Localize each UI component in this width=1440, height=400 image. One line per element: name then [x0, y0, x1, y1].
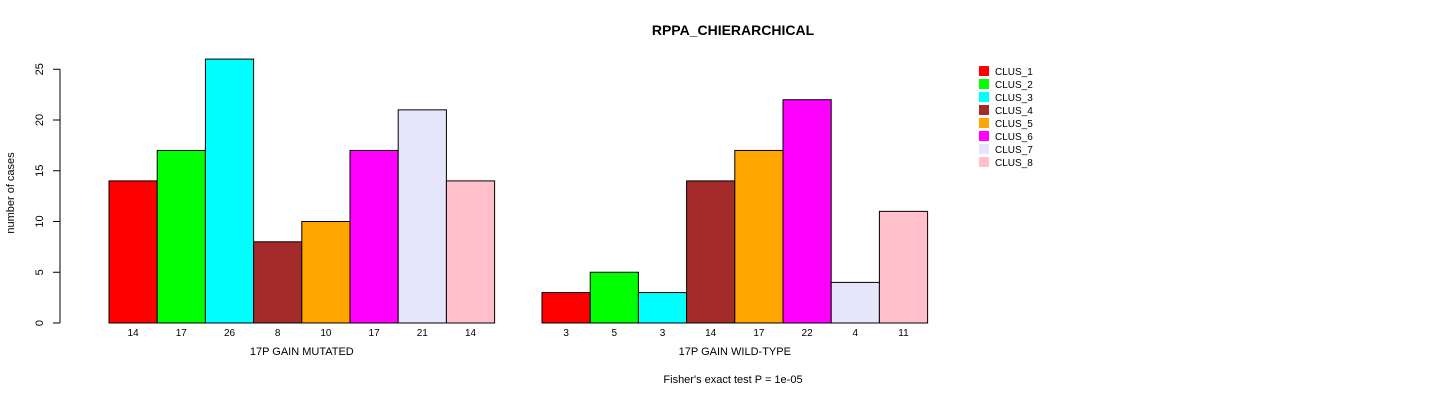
bar-value-label: 4: [853, 328, 859, 339]
legend-label: CLUS_3: [995, 93, 1033, 104]
legend: CLUS_1 CLUS_2 CLUS_3 CLUS_4 CLUS_5 CLUS_6 CLUS…: [979, 66, 1033, 169]
legend-label: CLUS_2: [995, 80, 1033, 91]
bar-value-label: 14: [705, 328, 717, 339]
fisher-footnote: Fisher's exact test P = 1e-05: [663, 374, 802, 386]
bar-clus-3: [637, 292, 688, 324]
y-axis-label: number of cases: [5, 152, 17, 234]
bar-clus-5: [734, 149, 784, 324]
legend-label: CLUS_5: [995, 119, 1033, 130]
bar-value-label: 5: [612, 328, 618, 339]
bar-value-label: 22: [802, 328, 814, 339]
bar-clus-5: [301, 221, 351, 324]
bar-clus-2: [156, 149, 206, 324]
chart-title: RPPA_CHIERARCHICAL: [652, 22, 815, 38]
group-label: 17P GAIN WILD-TYPE: [679, 346, 791, 358]
bar-value-label: 3: [660, 328, 666, 339]
bar-value-label: 3: [563, 328, 569, 339]
bar-clus-3: [204, 58, 255, 324]
bar-clus-1: [541, 292, 591, 324]
bar-value-label: 14: [465, 328, 477, 339]
legend-swatch: [979, 79, 989, 89]
bar-clus-1: [108, 180, 158, 324]
legend-swatch: [979, 118, 989, 128]
value-labels: 14 17 26 8 10 17 21 14 3 5 3 14 17 22 4 11: [128, 328, 910, 339]
y-tick-label: 5: [34, 269, 46, 275]
legend-swatch: [979, 66, 989, 76]
bar-clus-6: [349, 149, 399, 324]
bar-clus-4: [686, 180, 736, 324]
bar-clus-8: [878, 210, 929, 324]
y-tick-label: 20: [34, 114, 46, 126]
bar-value-label: 21: [417, 328, 429, 339]
bar-clus-2: [589, 271, 639, 324]
legend-swatch: [979, 157, 989, 167]
bar-clus-6: [782, 99, 832, 324]
legend-label: CLUS_6: [995, 132, 1033, 143]
legend-label: CLUS_8: [995, 158, 1033, 169]
group-labels: 17P GAIN MUTATED 17P GAIN WILD-TYPE: [250, 346, 791, 358]
bars: [108, 58, 929, 324]
bar-value-label: 14: [128, 328, 140, 339]
bar-value-label: 17: [176, 328, 188, 339]
bar-clus-8: [445, 180, 496, 324]
legend-label: CLUS_7: [995, 145, 1033, 156]
y-tick-label: 10: [34, 215, 46, 227]
bar-value-label: 26: [224, 328, 236, 339]
legend-swatch: [979, 92, 989, 102]
legend-swatch: [979, 144, 989, 154]
legend-swatch: [979, 131, 989, 141]
bar-clus-7: [397, 109, 447, 324]
y-tick-label: 15: [34, 165, 46, 177]
y-tick-label: 25: [34, 63, 46, 75]
bar-value-label: 10: [320, 328, 332, 339]
bar-value-label: 17: [753, 328, 765, 339]
bar-clus-7: [830, 281, 880, 324]
y-axis: 0 5 10 15 20 25: [34, 63, 61, 326]
legend-swatch: [979, 105, 989, 115]
y-tick-label: 0: [34, 320, 46, 326]
bar-value-label: 8: [275, 328, 281, 339]
legend-label: CLUS_4: [995, 106, 1033, 117]
bar-value-label: 17: [369, 328, 381, 339]
group-label: 17P GAIN MUTATED: [250, 346, 354, 358]
legend-label: CLUS_1: [995, 67, 1033, 78]
bar-clus-4: [253, 241, 303, 324]
bar-value-label: 11: [898, 328, 909, 339]
